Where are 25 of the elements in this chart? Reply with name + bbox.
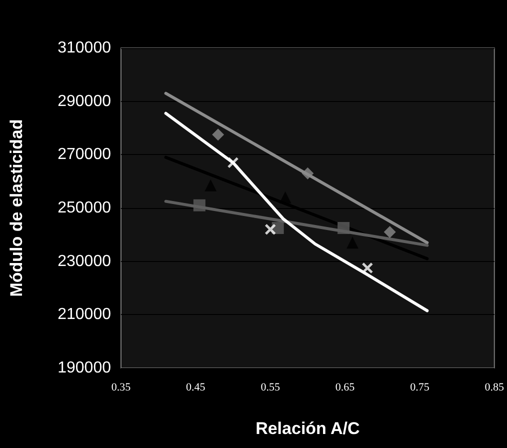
point (193, 199, 206, 212)
y-axis-title: Módulo de elasticidad (7, 119, 26, 297)
x-tick-label: 0.85 (484, 382, 504, 394)
x-axis-title: Relación A/C (256, 419, 360, 438)
y-tick-label: 270000 (58, 146, 112, 164)
point (212, 128, 224, 141)
point (346, 236, 358, 249)
point (227, 156, 239, 168)
y-tick-label: 310000 (58, 40, 112, 56)
line-series (164, 112, 429, 312)
point (384, 226, 396, 238)
x-tick-label: 0.45 (186, 382, 206, 394)
y-tick-label: 290000 (58, 92, 112, 110)
point (338, 222, 350, 234)
x-tick-label: 0.65 (335, 382, 356, 394)
point (362, 262, 374, 274)
point (264, 224, 276, 236)
y-tick-label: 230000 (58, 252, 112, 270)
y-tick-label: 210000 (58, 306, 112, 324)
point (302, 167, 314, 180)
x-tick-label: 0.55 (260, 382, 280, 394)
x-tick-label: 0.75 (410, 382, 430, 394)
y-tick-label: 190000 (58, 360, 112, 376)
y-tick-label: 250000 (58, 200, 112, 216)
x-tick-label: 0.35 (111, 382, 132, 394)
